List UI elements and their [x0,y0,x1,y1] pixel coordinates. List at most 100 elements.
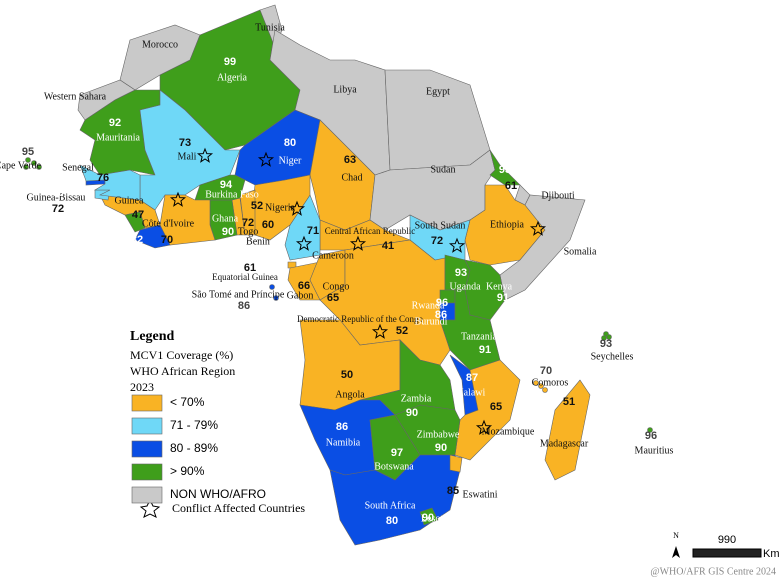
country-name: Guinea-Bissau [27,192,86,203]
legend-label: NON WHO/AFRO [170,487,266,501]
conflict-star [529,220,547,236]
country-name: Eswatini [463,489,498,500]
island-shape [542,387,548,393]
country-name: Seychelles [591,351,634,362]
country-name: Morocco [142,39,178,50]
country-value: 96 [436,297,448,309]
conflict-star [295,235,313,251]
legend-conflict: Conflict Affected Countries [172,501,305,515]
scale-bar [692,548,762,558]
conflict-star [196,147,214,163]
country-name: Rwanda [412,300,445,311]
legend-label: < 70% [170,395,205,409]
country-value: 52 [396,325,408,337]
country-value: 66 [298,280,310,292]
country-value: 73 [179,137,191,149]
island-shape [31,160,37,166]
country-value: 94 [220,179,233,191]
country-name: Mozambique [482,426,535,437]
legend-swatch [131,394,163,412]
country-value: 93 [499,164,511,176]
conflict-star [288,200,306,216]
country-name: Algeria [217,72,248,83]
conflict-star [448,237,466,253]
country-value: 93 [600,338,612,350]
country-value: 90 [422,512,434,524]
legend-label: 71 - 79% [170,418,218,432]
country-value: 51 [563,396,575,408]
credit: @WHO/AFR GIS Centre 2024 [650,566,776,577]
country-name: Zambia [401,393,432,404]
legend-star [139,498,161,518]
island-shape [647,427,653,433]
legend: Legend MCV1 Coverage (%) WHO African Reg… [130,329,305,518]
country-name: Equatorial Guinea [212,272,278,282]
country-value: 91 [479,344,491,356]
country-value: 90 [435,442,447,454]
country-value: 41 [382,240,394,252]
country-shape [454,359,521,461]
country-shape [449,454,463,473]
country-value: 90 [222,226,234,238]
island-shape [23,164,29,170]
country-name: Ethiopia [490,219,524,230]
country-name: Niger [279,155,302,166]
country-name: Tunisia [255,22,285,33]
country-name: Senegal [62,162,94,173]
north-arrow: N [672,531,680,558]
country-name: Western Sahara [44,91,107,102]
country-value: 65 [490,401,502,413]
country-name: Madagascar [540,438,589,449]
conflict-star [257,151,275,167]
country-name: Somalia [564,246,597,257]
country-name: Liberia [94,240,123,251]
country-name: Togo [238,226,258,237]
country-name: Burkina Faso [205,189,259,200]
country-name: Mali [178,151,197,162]
country-name: Central African Republic [325,226,415,236]
country-value: 80 [284,137,296,149]
country-name: Zimbabwe [417,429,460,440]
country-name: Congo [323,281,350,292]
country-value: 90 [406,407,418,419]
country-name: Malawi [455,387,486,398]
country-value: 52 [251,200,263,212]
country-value: 86 [435,309,447,321]
legend-subtitle: MCV1 Coverage (%) [130,348,233,362]
scale-value: 990 [718,534,736,546]
country-name: Gabon [287,290,314,301]
legend-swatch [131,440,163,458]
country-name: Sierra Leone [57,221,109,232]
country-value: 95 [22,146,34,158]
legend-label: 80 - 89% [170,441,218,455]
island-shape [25,157,31,163]
country-name: Libya [333,84,357,95]
country-value: 99 [224,56,236,68]
country-name: São Tomé and Príncipe [192,289,285,300]
country-shape [319,219,412,251]
country-name: South Sudan [415,220,466,231]
conflict-star [475,419,493,435]
country-name: Benin [246,236,270,247]
country-name: Mauritius [635,445,674,456]
country-name: Tanzania [461,331,498,342]
country-value: 91 [497,292,509,304]
island-shape [36,164,42,170]
country-value: 70 [161,234,173,246]
country-value: 60 [262,219,274,231]
country-value: 80 [52,187,64,199]
country-name: Namibia [326,437,361,448]
north-arrow-icon [672,546,680,558]
country-name: Angola [335,389,365,400]
country-name: Lesotho [421,513,453,524]
country-value: 92 [109,117,121,129]
country-name: Gambia [44,177,76,188]
country-name: Côte d'Ivoire [142,218,195,229]
country-name: South Africa [365,500,416,511]
country-value: 63 [344,154,356,166]
country-value: 93 [455,267,467,279]
country-shape [79,164,141,201]
country-value: 97 [391,447,403,459]
country-name: Djibouti [541,190,575,201]
